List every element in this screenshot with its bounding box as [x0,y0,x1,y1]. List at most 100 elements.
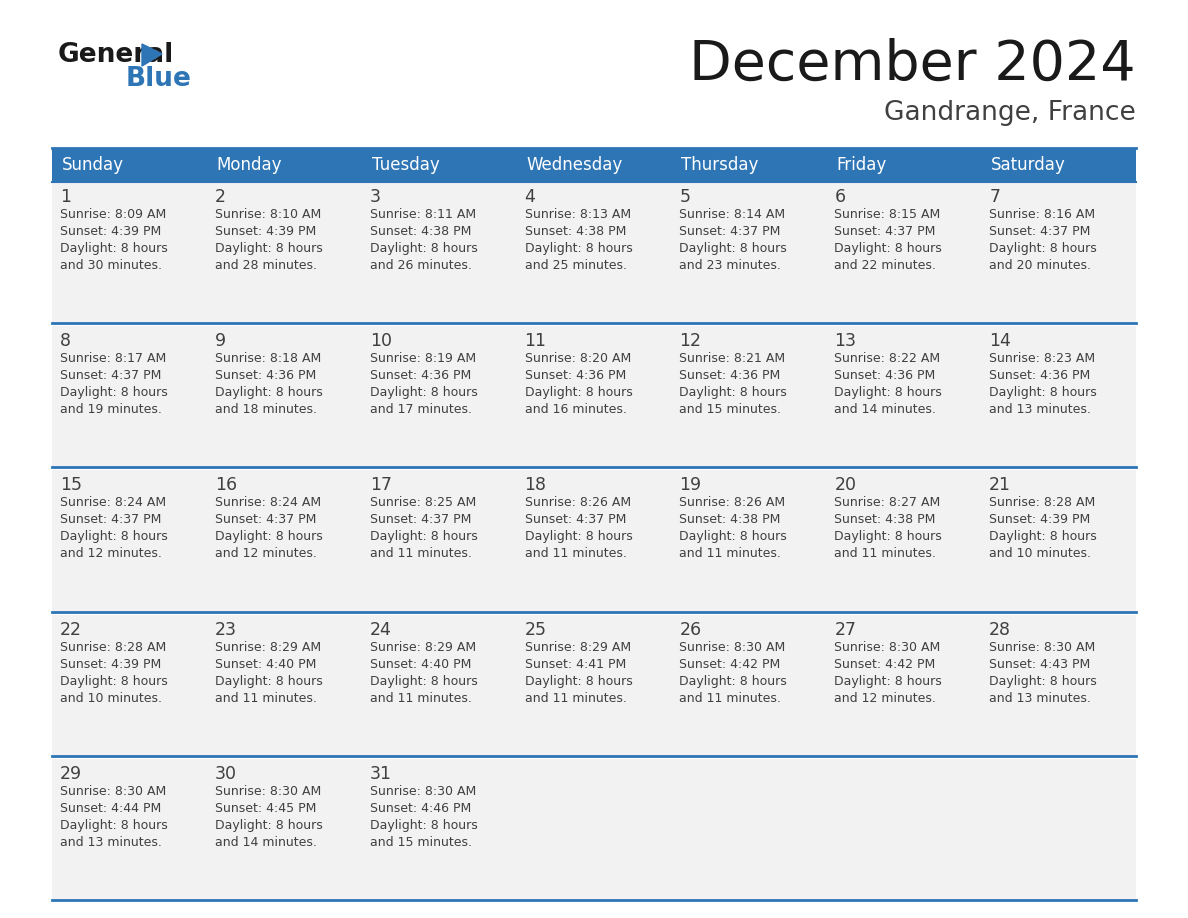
Text: Daylight: 8 hours: Daylight: 8 hours [369,819,478,832]
Text: Sunset: 4:42 PM: Sunset: 4:42 PM [680,657,781,671]
Text: 16: 16 [215,476,236,495]
Text: and 11 minutes.: and 11 minutes. [215,691,317,705]
Text: Sunrise: 8:25 AM: Sunrise: 8:25 AM [369,497,476,509]
Text: Daylight: 8 hours: Daylight: 8 hours [61,386,168,399]
Text: Daylight: 8 hours: Daylight: 8 hours [680,531,788,543]
Text: Sunrise: 8:14 AM: Sunrise: 8:14 AM [680,208,785,221]
Text: Sunset: 4:38 PM: Sunset: 4:38 PM [369,225,472,238]
Bar [52,470,207,611]
Text: and 22 minutes.: and 22 minutes. [834,259,936,272]
Text: Sunset: 4:40 PM: Sunset: 4:40 PM [215,657,316,671]
Bar [361,614,517,756]
Text: Sunrise: 8:26 AM: Sunrise: 8:26 AM [680,497,785,509]
Bar [52,614,207,756]
Text: Sunrise: 8:19 AM: Sunrise: 8:19 AM [369,353,476,365]
Text: Sunset: 4:37 PM: Sunset: 4:37 PM [680,225,781,238]
Text: Sunrise: 8:30 AM: Sunrise: 8:30 AM [369,785,476,798]
Text: Daylight: 8 hours: Daylight: 8 hours [61,819,168,832]
Text: Sunrise: 8:29 AM: Sunrise: 8:29 AM [369,641,476,654]
Text: Sunset: 4:37 PM: Sunset: 4:37 PM [369,513,472,526]
Text: 5: 5 [680,188,690,206]
Text: and 16 minutes.: and 16 minutes. [525,403,626,416]
Text: 18: 18 [525,476,546,495]
Bar [671,470,827,611]
Text: 17: 17 [369,476,392,495]
Text: Daylight: 8 hours: Daylight: 8 hours [369,675,478,688]
Text: Sunset: 4:42 PM: Sunset: 4:42 PM [834,657,935,671]
Text: and 30 minutes.: and 30 minutes. [61,259,162,272]
Text: Sunset: 4:44 PM: Sunset: 4:44 PM [61,801,162,815]
Text: and 19 minutes.: and 19 minutes. [61,403,162,416]
Bar [517,182,671,323]
Text: 25: 25 [525,621,546,639]
Text: Daylight: 8 hours: Daylight: 8 hours [61,675,168,688]
Text: Sunrise: 8:11 AM: Sunrise: 8:11 AM [369,208,476,221]
Text: Sunset: 4:46 PM: Sunset: 4:46 PM [369,801,470,815]
Text: Sunset: 4:40 PM: Sunset: 4:40 PM [369,657,472,671]
Text: and 13 minutes.: and 13 minutes. [61,835,162,849]
Text: and 23 minutes.: and 23 minutes. [680,259,782,272]
Bar [827,759,981,900]
Text: 30: 30 [215,765,236,783]
Bar [981,326,1136,467]
Bar [361,759,517,900]
Text: 4: 4 [525,188,536,206]
Text: Daylight: 8 hours: Daylight: 8 hours [525,531,632,543]
Text: Sunset: 4:37 PM: Sunset: 4:37 PM [215,513,316,526]
Bar [827,182,981,323]
Bar [517,470,671,611]
Text: Sunset: 4:37 PM: Sunset: 4:37 PM [61,513,162,526]
Text: Daylight: 8 hours: Daylight: 8 hours [525,386,632,399]
Text: Daylight: 8 hours: Daylight: 8 hours [525,242,632,255]
Text: Daylight: 8 hours: Daylight: 8 hours [834,242,942,255]
Text: 29: 29 [61,765,82,783]
Text: Saturday: Saturday [991,156,1066,174]
Text: Daylight: 8 hours: Daylight: 8 hours [215,531,323,543]
Text: Sunset: 4:36 PM: Sunset: 4:36 PM [834,369,935,382]
Text: Sunset: 4:36 PM: Sunset: 4:36 PM [525,369,626,382]
Text: and 13 minutes.: and 13 minutes. [990,403,1091,416]
Text: Sunrise: 8:30 AM: Sunrise: 8:30 AM [990,641,1095,654]
Text: and 15 minutes.: and 15 minutes. [680,403,782,416]
Text: Daylight: 8 hours: Daylight: 8 hours [215,242,323,255]
Text: Sunset: 4:38 PM: Sunset: 4:38 PM [680,513,781,526]
Text: and 20 minutes.: and 20 minutes. [990,259,1091,272]
Text: Gandrange, France: Gandrange, France [884,100,1136,126]
Text: and 11 minutes.: and 11 minutes. [680,691,782,705]
Text: General: General [58,42,175,68]
Bar [52,326,207,467]
Text: and 10 minutes.: and 10 minutes. [61,691,162,705]
Text: 19: 19 [680,476,702,495]
Bar [981,614,1136,756]
Text: and 26 minutes.: and 26 minutes. [369,259,472,272]
Text: 21: 21 [990,476,1011,495]
Text: Sunday: Sunday [62,156,124,174]
Text: Daylight: 8 hours: Daylight: 8 hours [990,531,1097,543]
Text: Daylight: 8 hours: Daylight: 8 hours [369,242,478,255]
Bar [671,759,827,900]
Text: Sunset: 4:37 PM: Sunset: 4:37 PM [834,225,936,238]
Bar [981,759,1136,900]
Text: Sunrise: 8:17 AM: Sunrise: 8:17 AM [61,353,166,365]
Text: Daylight: 8 hours: Daylight: 8 hours [525,675,632,688]
Text: Daylight: 8 hours: Daylight: 8 hours [834,386,942,399]
Text: 3: 3 [369,188,380,206]
Text: Daylight: 8 hours: Daylight: 8 hours [834,531,942,543]
Text: and 15 minutes.: and 15 minutes. [369,835,472,849]
Text: Sunrise: 8:28 AM: Sunrise: 8:28 AM [61,641,166,654]
Text: Daylight: 8 hours: Daylight: 8 hours [834,675,942,688]
Text: Daylight: 8 hours: Daylight: 8 hours [680,675,788,688]
Text: Daylight: 8 hours: Daylight: 8 hours [369,531,478,543]
Text: Sunrise: 8:23 AM: Sunrise: 8:23 AM [990,353,1095,365]
Text: and 12 minutes.: and 12 minutes. [834,691,936,705]
Text: and 11 minutes.: and 11 minutes. [525,547,626,560]
Text: Daylight: 8 hours: Daylight: 8 hours [680,242,788,255]
Text: Sunrise: 8:30 AM: Sunrise: 8:30 AM [61,785,166,798]
Bar [207,470,361,611]
Text: and 28 minutes.: and 28 minutes. [215,259,317,272]
Bar [207,182,361,323]
Text: Tuesday: Tuesday [372,156,440,174]
Text: Sunset: 4:36 PM: Sunset: 4:36 PM [369,369,470,382]
Text: Sunrise: 8:27 AM: Sunrise: 8:27 AM [834,497,941,509]
Text: Sunset: 4:36 PM: Sunset: 4:36 PM [990,369,1091,382]
